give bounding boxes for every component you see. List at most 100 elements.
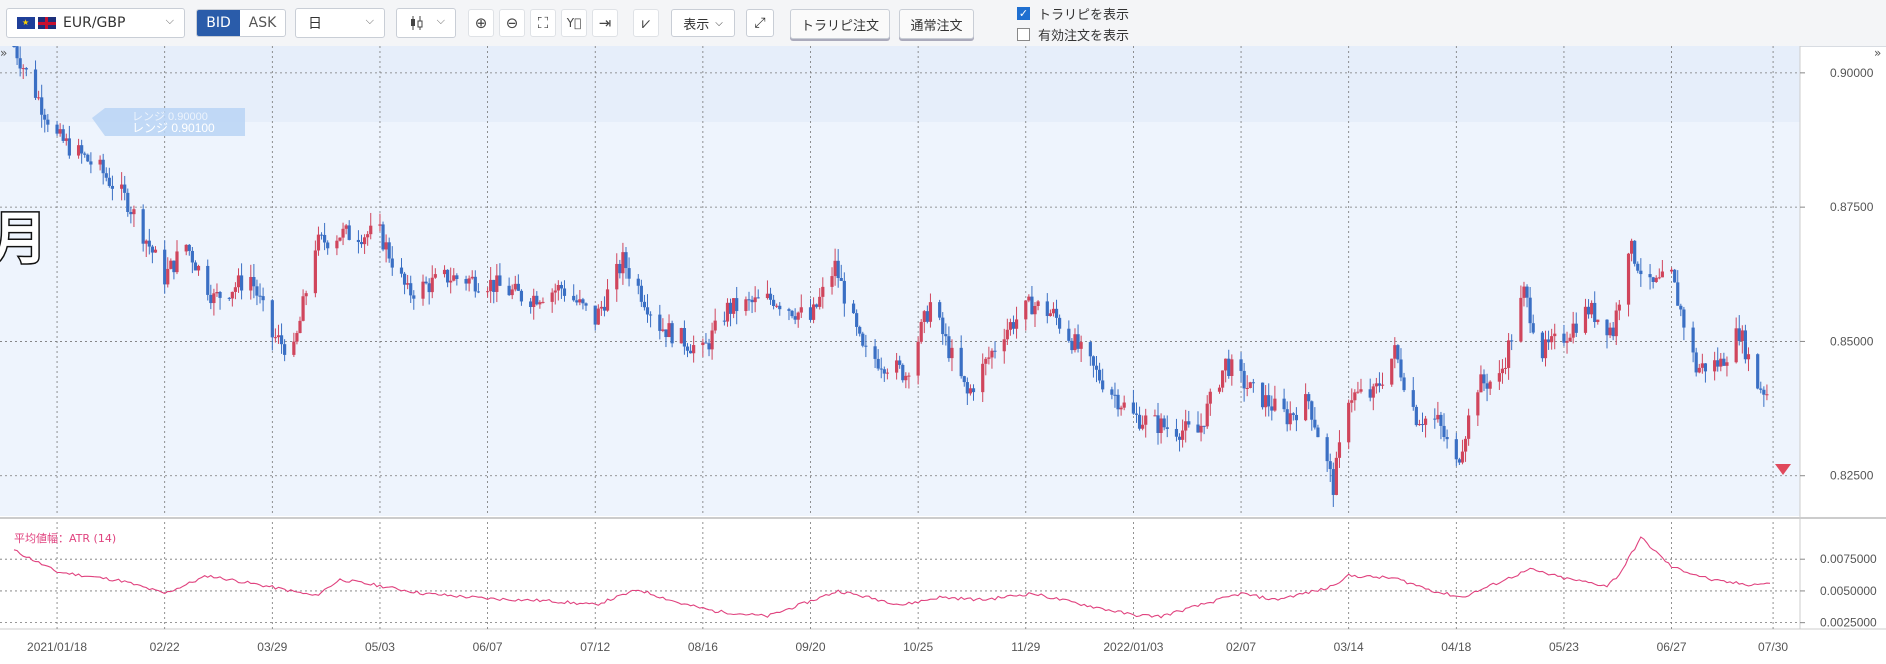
candle-body xyxy=(1245,387,1249,389)
candle-body xyxy=(701,342,705,346)
fit-icon[interactable]: ⛶ xyxy=(530,9,556,37)
candle-body xyxy=(1337,442,1342,458)
candle-body xyxy=(685,346,690,351)
candle-body xyxy=(787,309,791,311)
normal-order-button[interactable]: 通常注文 xyxy=(899,9,974,39)
bid-button[interactable]: BID xyxy=(197,10,240,36)
candle xyxy=(227,296,231,301)
candle-body xyxy=(492,279,496,292)
candle xyxy=(1651,276,1655,289)
chevron-down-icon: ⌵ xyxy=(365,14,374,27)
candle xyxy=(187,244,191,256)
candle-body xyxy=(1094,365,1099,370)
candle-body xyxy=(639,285,643,302)
candle xyxy=(1442,413,1446,442)
candle xyxy=(335,235,339,256)
candle xyxy=(1245,375,1249,397)
candle xyxy=(209,284,213,310)
scroll-down-icon xyxy=(1775,464,1791,475)
jump-latest-icon[interactable]: ⇥ xyxy=(592,9,618,37)
candle xyxy=(104,167,108,182)
candle-body xyxy=(873,346,877,359)
candle xyxy=(1242,362,1246,402)
candle xyxy=(80,139,84,164)
zoom-out-icon[interactable]: ⊖ xyxy=(499,9,525,37)
candle xyxy=(1131,389,1136,415)
candle xyxy=(984,357,988,376)
candle-body xyxy=(359,242,364,245)
candle xyxy=(301,289,305,322)
candle xyxy=(1054,299,1059,326)
candle xyxy=(553,283,557,305)
ask-button[interactable]: ASK xyxy=(248,15,277,31)
price-chart[interactable]: 2021/01/18 02/22 03/29 05/03 06/07 07/12 08/16… xyxy=(0,46,1886,664)
candle-body xyxy=(381,224,385,250)
draw-tool-icon[interactable]: Y⃝ xyxy=(561,9,587,37)
candle-body xyxy=(433,274,437,278)
candle xyxy=(1420,412,1425,432)
candle xyxy=(193,260,198,271)
x-tick-label: 05/03 xyxy=(365,640,395,654)
candle xyxy=(1402,372,1406,393)
display-menu-button[interactable]: 表示 ⌵ xyxy=(671,9,735,37)
candle xyxy=(1119,405,1123,416)
candle-body xyxy=(1420,424,1425,426)
candle xyxy=(89,152,93,174)
candle-body xyxy=(470,276,474,279)
candle-body xyxy=(1165,427,1169,429)
candle-body xyxy=(489,279,493,292)
candle xyxy=(707,338,711,357)
candle-body xyxy=(1503,367,1508,369)
candle xyxy=(861,331,865,348)
candle-body xyxy=(1316,427,1320,438)
candle xyxy=(922,310,926,334)
candle xyxy=(144,239,148,257)
candle-body xyxy=(1482,374,1486,384)
candle-body xyxy=(1633,240,1637,264)
candle xyxy=(292,332,296,357)
candle xyxy=(1377,372,1382,393)
expand-panel-icon[interactable]: » xyxy=(0,46,8,60)
candle-body xyxy=(1626,253,1631,305)
candle-body xyxy=(707,343,711,350)
trarip-order-button[interactable]: トラリピ注文 xyxy=(790,9,890,39)
show-trarip-label: トラリピを表示 xyxy=(1038,8,1130,23)
candle-body xyxy=(1005,329,1009,340)
candle-body xyxy=(947,336,951,359)
chart-type-selector[interactable]: ⌵ xyxy=(396,8,456,38)
candle xyxy=(833,248,837,286)
candle-body xyxy=(86,154,90,162)
candle xyxy=(1005,318,1009,345)
symbol-label: EUR/GBP xyxy=(63,15,126,31)
zoom-in-icon[interactable]: ⊕ xyxy=(468,9,494,37)
candle xyxy=(1011,315,1016,335)
show-trarip-checkbox[interactable]: ✓ トラリピを表示 xyxy=(1017,4,1129,23)
candle xyxy=(1048,309,1052,317)
symbol-selector[interactable]: EUR/GBP ⌵ xyxy=(6,8,185,38)
candle xyxy=(895,352,899,380)
candle-body xyxy=(1331,469,1335,495)
candle xyxy=(645,294,650,323)
candle xyxy=(575,294,579,306)
candle-body xyxy=(750,299,754,303)
candle xyxy=(369,212,373,240)
indicator-icon[interactable]: ⩗ xyxy=(633,9,659,37)
fullscreen-icon[interactable]: ⤢ xyxy=(746,9,774,37)
candle xyxy=(1328,453,1332,482)
candle xyxy=(359,234,364,248)
candle xyxy=(218,290,222,310)
candle-body xyxy=(1282,398,1286,410)
candle-body xyxy=(1574,323,1578,333)
candle-body xyxy=(378,224,382,226)
candle xyxy=(378,213,382,232)
period-selector[interactable]: 日 ⌵ xyxy=(295,8,385,38)
candle xyxy=(1522,281,1526,307)
candle xyxy=(664,329,668,348)
candle-body xyxy=(1596,319,1600,323)
candle xyxy=(661,318,665,333)
show-active-orders-checkbox[interactable]: 有効注文を表示 xyxy=(1017,25,1129,44)
collapse-panel-icon[interactable]: » xyxy=(1874,46,1882,60)
candle xyxy=(1574,312,1578,338)
candle xyxy=(944,323,948,346)
candle xyxy=(1224,358,1228,383)
